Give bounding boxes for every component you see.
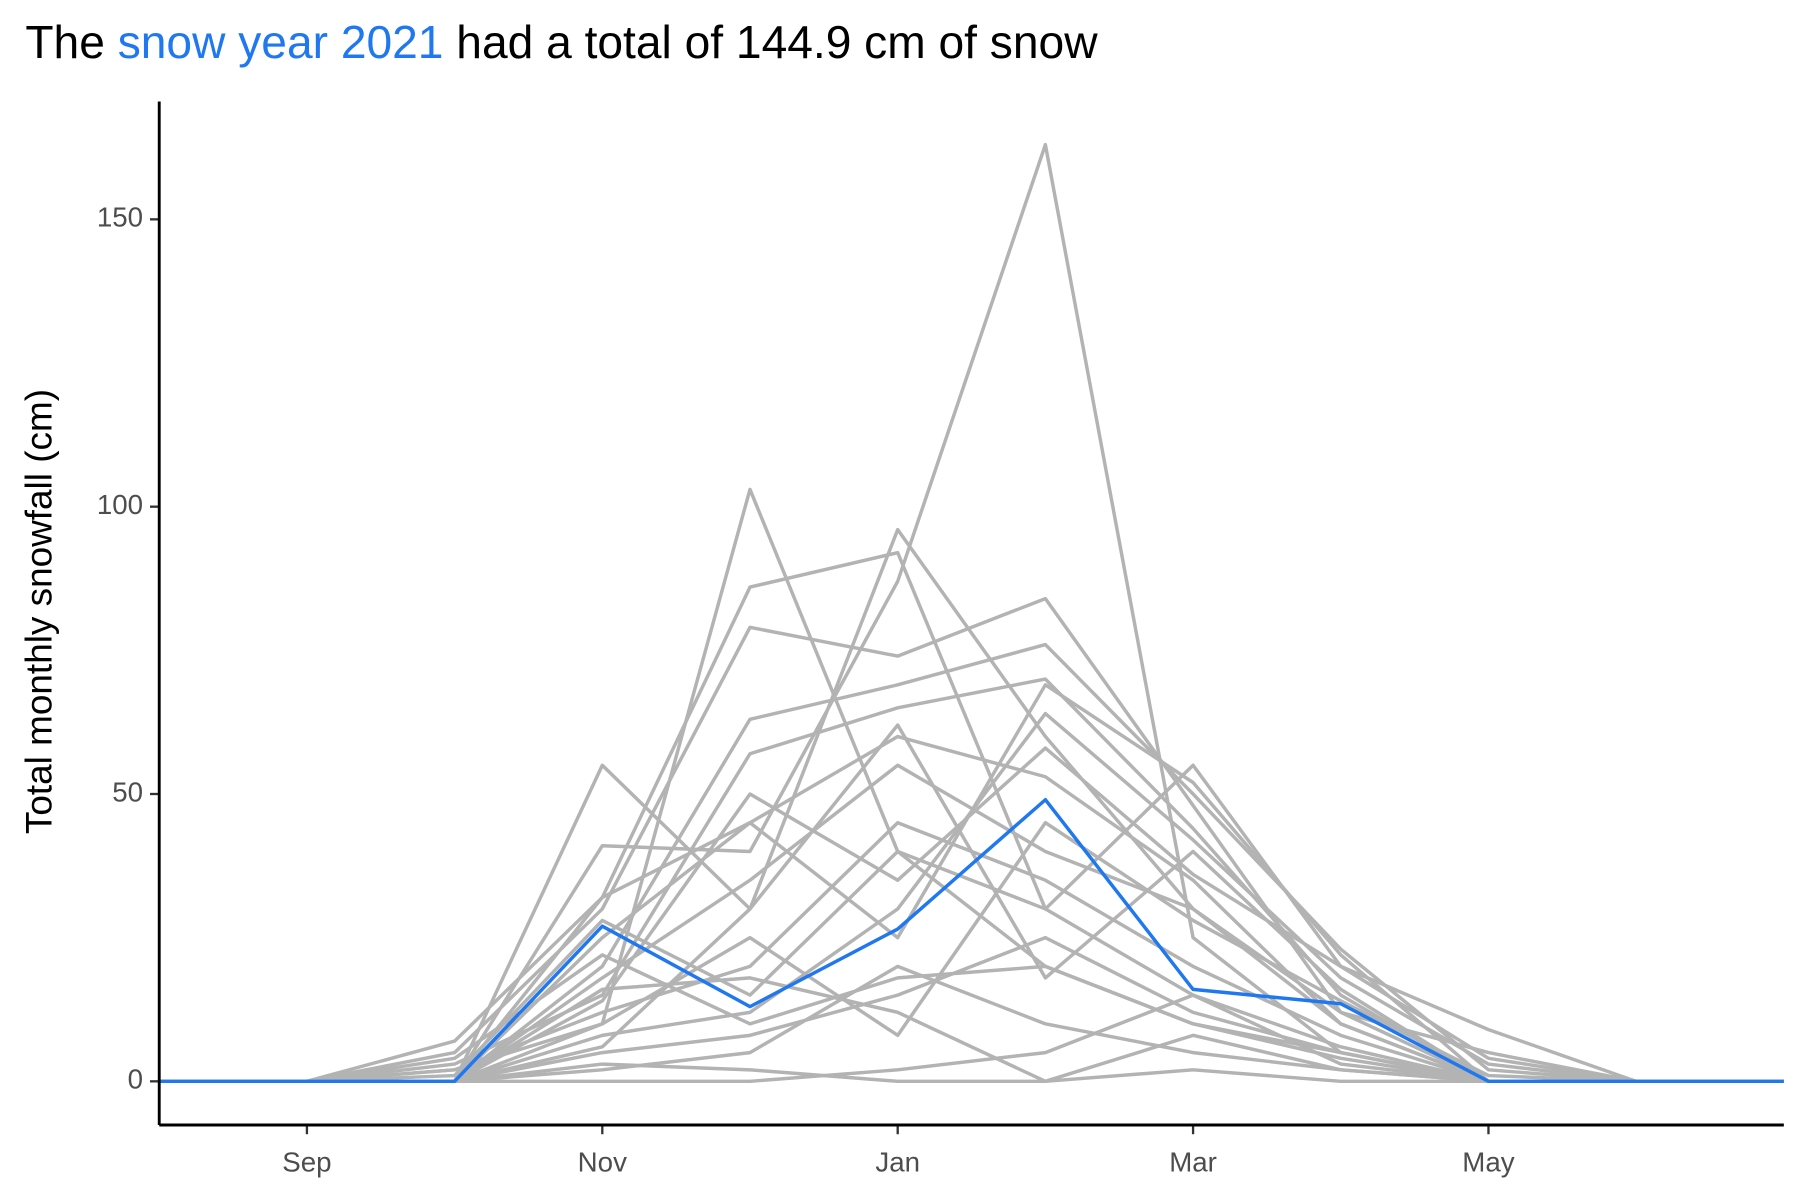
x-tick-label: Nov xyxy=(578,1147,627,1178)
y-tick-label: 50 xyxy=(112,776,143,807)
title-part: The xyxy=(25,16,117,68)
series-line xyxy=(159,746,1784,1084)
series-line xyxy=(159,596,1784,1084)
x-tick-label: Mar xyxy=(1169,1147,1217,1178)
series-line xyxy=(159,550,1784,1084)
series-line xyxy=(159,821,1784,1084)
title-part: had a total of 144.9 cm of snow xyxy=(443,16,1098,68)
x-tick-label: May xyxy=(1462,1147,1514,1178)
y-tick-label: 150 xyxy=(97,202,143,233)
title-highlight: snow year 2021 xyxy=(118,16,444,68)
series-line xyxy=(159,821,1784,1084)
series-line xyxy=(159,798,1784,1084)
x-tick-label: Jan xyxy=(875,1147,920,1178)
series-line xyxy=(159,142,1784,1084)
series-line xyxy=(159,683,1784,1084)
series-line xyxy=(159,723,1784,1084)
series-line xyxy=(159,487,1784,1084)
y-axis-label: Total monthly snowfall (cm) xyxy=(18,389,59,834)
y-tick-label: 0 xyxy=(128,1064,143,1095)
chart-title: The snow year 2021 had a total of 144.9 … xyxy=(25,16,1098,68)
series-line xyxy=(159,711,1784,1084)
series-line xyxy=(159,527,1784,1084)
y-tick-label: 100 xyxy=(97,489,143,520)
x-tick-label: Sep xyxy=(282,1147,331,1178)
